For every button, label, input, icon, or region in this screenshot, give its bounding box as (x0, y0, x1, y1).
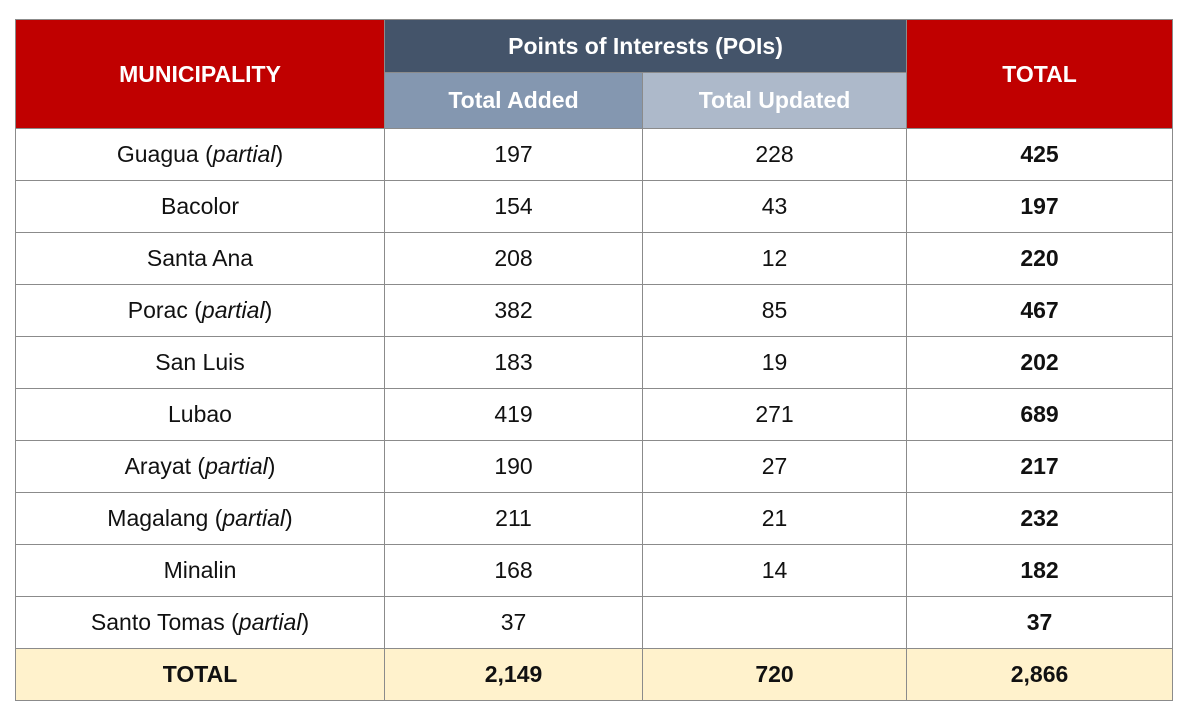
header-total-updated: Total Updated (642, 72, 907, 129)
municipality-name: Guagua (116, 141, 199, 167)
table-row: Magalang (partial) 211 21 232 (15, 492, 1173, 545)
municipality-name: San Luis (155, 349, 245, 375)
header-pois-group: Points of Interests (POIs) (384, 19, 907, 73)
total-added-cell: 37 (384, 596, 643, 649)
row-total-cell: 182 (906, 544, 1173, 597)
total-updated-cell: 85 (642, 284, 907, 337)
table-row: Bacolor 154 43 197 (15, 180, 1173, 233)
municipality-cell: Arayat (partial) (15, 440, 385, 493)
municipality-name: Magalang (107, 505, 209, 531)
table-row: Santo Tomas (partial) 37 37 (15, 596, 1173, 649)
total-added-cell: 154 (384, 180, 643, 233)
municipality-name: Santo Tomas (90, 609, 225, 635)
total-added-cell: 190 (384, 440, 643, 493)
total-added-cell: 183 (384, 336, 643, 389)
municipality-name: Lubao (168, 401, 232, 427)
total-updated-cell: 271 (642, 388, 907, 441)
municipality-cell: Bacolor (15, 180, 385, 233)
table-row: San Luis 183 19 202 (15, 336, 1173, 389)
total-updated-cell: 43 (642, 180, 907, 233)
header-municipality: MUNICIPALITY (15, 19, 385, 129)
total-updated-cell: 27 (642, 440, 907, 493)
municipality-cell: Guagua (partial) (15, 128, 385, 181)
table-body: Guagua (partial) 197 228 425 Bacolor 154 43 197… (15, 128, 1173, 649)
total-added-cell: 197 (384, 128, 643, 181)
municipality-note: partial (238, 609, 302, 635)
municipality-cell: Magalang (partial) (15, 492, 385, 545)
total-added-cell: 211 (384, 492, 643, 545)
header-total: TOTAL (906, 19, 1173, 129)
total-updated-cell: 14 (642, 544, 907, 597)
row-total-cell: 425 (906, 128, 1173, 181)
row-total-cell: 220 (906, 232, 1173, 285)
row-total-cell: 232 (906, 492, 1173, 545)
municipality-cell: Santa Ana (15, 232, 385, 285)
total-row-added: 2,149 (384, 648, 643, 701)
total-row-label: TOTAL (15, 648, 385, 701)
municipality-note: partial (222, 505, 286, 531)
municipality-note: partial (205, 453, 268, 479)
municipality-cell: Santo Tomas (partial) (15, 596, 385, 649)
municipality-cell: Minalin (15, 544, 385, 597)
municipality-cell: Lubao (15, 388, 385, 441)
poi-table-container: MUNICIPALITY Points of Interests (POIs) … (15, 19, 1173, 701)
total-updated-cell: 12 (642, 232, 907, 285)
municipality-cell: San Luis (15, 336, 385, 389)
total-added-cell: 382 (384, 284, 643, 337)
row-total-cell: 202 (906, 336, 1173, 389)
total-added-cell: 208 (384, 232, 643, 285)
total-updated-cell (642, 596, 907, 649)
total-updated-cell: 21 (642, 492, 907, 545)
total-updated-cell: 19 (642, 336, 907, 389)
municipality-name: Minalin (163, 557, 237, 583)
municipality-note: partial (201, 297, 265, 323)
total-row-total: 2,866 (906, 648, 1173, 701)
poi-summary-table: MUNICIPALITY Points of Interests (POIs) … (15, 19, 1173, 701)
total-row-updated: 720 (642, 648, 907, 701)
total-added-cell: 168 (384, 544, 643, 597)
municipality-name: Arayat (124, 453, 192, 479)
municipality-name: Bacolor (161, 193, 239, 219)
municipality-cell: Porac (partial) (15, 284, 385, 337)
municipality-name: Porac (127, 297, 188, 323)
row-total-cell: 467 (906, 284, 1173, 337)
row-total-cell: 197 (906, 180, 1173, 233)
total-updated-cell: 228 (642, 128, 907, 181)
total-row: TOTAL 2,149 720 2,866 (15, 648, 1173, 701)
table-row: Santa Ana 208 12 220 (15, 232, 1173, 285)
row-total-cell: 689 (906, 388, 1173, 441)
municipality-name: Santa Ana (146, 245, 254, 271)
table-row: Arayat (partial) 190 27 217 (15, 440, 1173, 493)
row-total-cell: 217 (906, 440, 1173, 493)
table-row: Minalin 168 14 182 (15, 544, 1173, 597)
table-row: Guagua (partial) 197 228 425 (15, 128, 1173, 181)
municipality-note: partial (212, 141, 276, 167)
header-total-added: Total Added (384, 72, 643, 129)
total-added-cell: 419 (384, 388, 643, 441)
table-row: Porac (partial) 382 85 467 (15, 284, 1173, 337)
row-total-cell: 37 (906, 596, 1173, 649)
table-row: Lubao 419 271 689 (15, 388, 1173, 441)
